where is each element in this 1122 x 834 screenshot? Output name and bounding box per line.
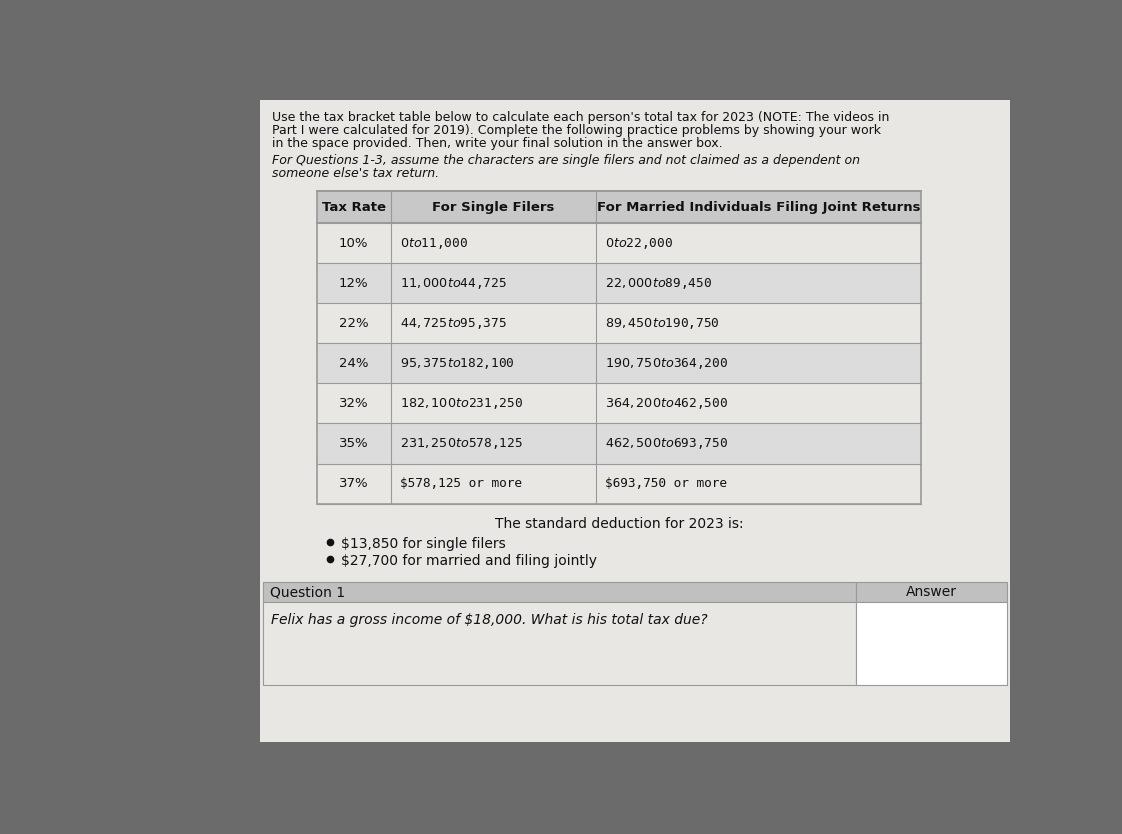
- Bar: [260, 100, 1010, 742]
- Text: someone else's tax return.: someone else's tax return.: [272, 167, 439, 180]
- Text: $11,000 to $44,725: $11,000 to $44,725: [399, 276, 507, 291]
- Bar: [316, 424, 921, 464]
- Text: $364,200 to $462,500: $364,200 to $462,500: [605, 396, 728, 411]
- Text: $190,750 to $364,200: $190,750 to $364,200: [605, 356, 728, 371]
- Bar: [316, 304, 921, 344]
- Bar: [140, 100, 260, 742]
- Text: The standard deduction for 2023 is:: The standard deduction for 2023 is:: [495, 517, 744, 531]
- Text: $44,725 to $95,375: $44,725 to $95,375: [399, 316, 507, 331]
- Text: $0 to $22,000: $0 to $22,000: [605, 236, 673, 251]
- Bar: [316, 264, 921, 304]
- Text: For Questions 1-3, assume the characters are single filers and not claimed as a : For Questions 1-3, assume the characters…: [272, 154, 859, 167]
- Text: $95,375 to $182,100: $95,375 to $182,100: [399, 356, 515, 371]
- Text: $231,250 to $578,125: $231,250 to $578,125: [399, 436, 523, 451]
- Bar: [316, 464, 921, 504]
- Text: $13,850 for single filers: $13,850 for single filers: [341, 537, 506, 551]
- Text: 22%: 22%: [339, 317, 368, 330]
- Bar: [316, 224, 921, 264]
- Text: $22,000 to $89,450: $22,000 to $89,450: [605, 276, 712, 291]
- Text: $89,450 to $190,750: $89,450 to $190,750: [605, 316, 720, 331]
- Bar: [316, 384, 921, 424]
- Text: Use the tax bracket table below to calculate each person's total tax for 2023 (N: Use the tax bracket table below to calcu…: [272, 111, 890, 124]
- Text: For Single Filers: For Single Filers: [432, 201, 554, 214]
- Bar: [260, 100, 1010, 742]
- Bar: [316, 191, 921, 224]
- Bar: [856, 582, 1006, 602]
- Text: $578,125 or more: $578,125 or more: [399, 477, 522, 490]
- Text: 12%: 12%: [339, 277, 368, 290]
- Text: $693,750 or more: $693,750 or more: [605, 477, 727, 490]
- Bar: [316, 344, 921, 384]
- Text: Part I were calculated for 2019). Complete the following practice problems by sh: Part I were calculated for 2019). Comple…: [272, 124, 881, 137]
- Bar: [316, 191, 921, 504]
- Text: 10%: 10%: [339, 237, 368, 250]
- Text: For Married Individuals Filing Joint Returns: For Married Individuals Filing Joint Ret…: [597, 201, 920, 214]
- Text: in the space provided. Then, write your final solution in the answer box.: in the space provided. Then, write your …: [272, 137, 723, 150]
- Text: 24%: 24%: [339, 357, 368, 370]
- Text: Answer: Answer: [905, 585, 957, 599]
- Text: Question 1: Question 1: [269, 585, 344, 599]
- Text: $27,700 for married and filing jointly: $27,700 for married and filing jointly: [341, 555, 597, 569]
- Bar: [264, 582, 856, 602]
- Text: $0 to $11,000: $0 to $11,000: [399, 236, 468, 251]
- Text: $182,100 to $231,250: $182,100 to $231,250: [399, 396, 523, 411]
- Text: Felix has a gross income of $18,000. What is his total tax due?: Felix has a gross income of $18,000. Wha…: [272, 613, 708, 627]
- Bar: [264, 602, 856, 686]
- Text: 37%: 37%: [339, 477, 368, 490]
- Text: $462,500 to $693,750: $462,500 to $693,750: [605, 436, 728, 451]
- Text: Tax Rate: Tax Rate: [322, 201, 386, 214]
- Text: 32%: 32%: [339, 397, 368, 410]
- Text: 35%: 35%: [339, 437, 368, 450]
- Bar: [856, 602, 1006, 686]
